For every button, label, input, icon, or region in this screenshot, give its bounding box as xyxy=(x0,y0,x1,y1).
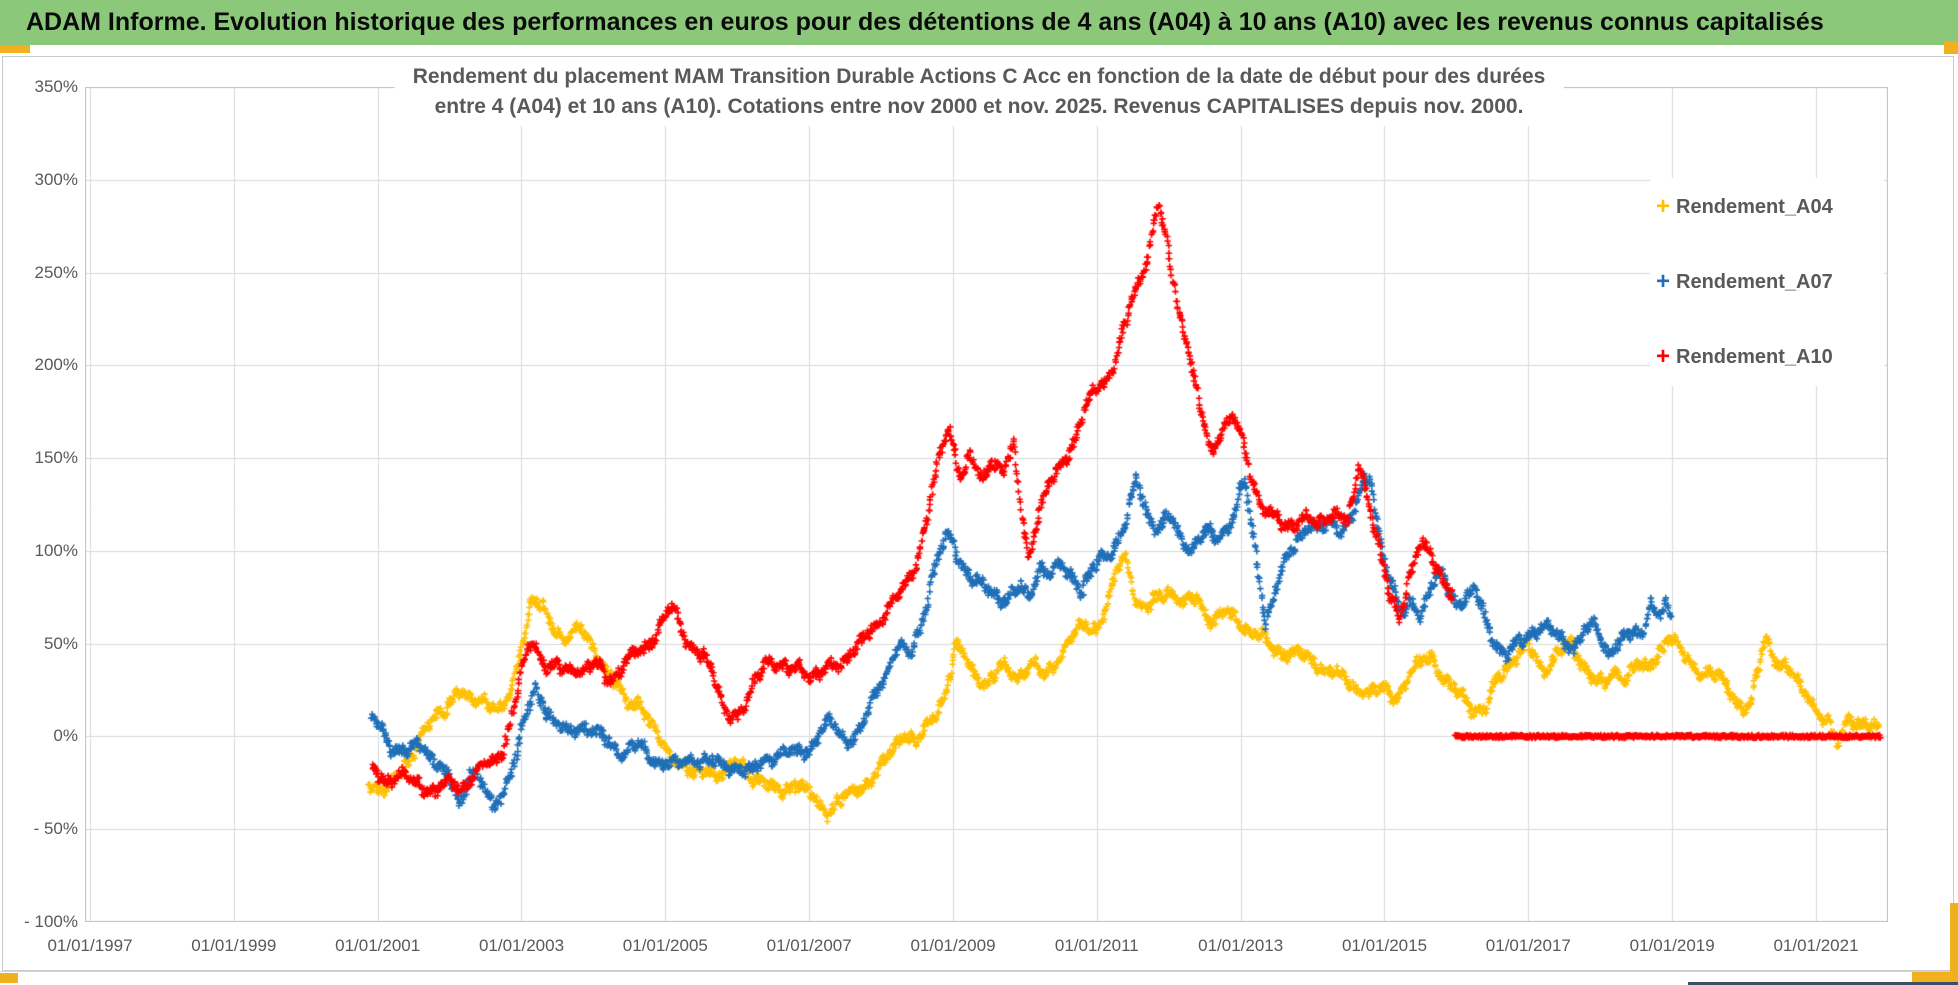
y-tick-label: - 50% xyxy=(33,819,78,839)
x-tick-label: 01/01/2009 xyxy=(910,936,996,955)
legend-item-rendement_a10[interactable]: + Rendement_A10 xyxy=(1650,334,1884,380)
y-tick-label: 100% xyxy=(34,540,78,560)
plot-area-canvas[interactable] xyxy=(85,87,1888,922)
y-tick-label: 150% xyxy=(34,448,78,468)
legend-label: Rendement_A04 xyxy=(1676,195,1833,218)
legend-plus-marker-icon: + xyxy=(1655,193,1670,220)
chart-title-line1: Rendement du placement MAM Transition Du… xyxy=(412,65,1546,88)
x-tick-label: 01/01/2005 xyxy=(622,936,708,955)
selection-handle-bottom-right[interactable] xyxy=(1912,972,1958,983)
x-tick-label: 01/01/2015 xyxy=(1341,936,1428,955)
y-tick-label: 300% xyxy=(34,169,78,189)
x-tick-label: 01/01/2007 xyxy=(766,936,852,955)
x-tick-label: 01/01/1997 xyxy=(47,936,133,955)
chart-title[interactable]: Rendement du placement MAM Transition Du… xyxy=(394,58,1564,126)
legend-item-rendement_a04[interactable]: + Rendement_A04 xyxy=(1650,184,1884,230)
x-tick-label: 01/01/2017 xyxy=(1485,936,1571,955)
selection-handle-right-edge[interactable] xyxy=(1950,903,1958,973)
y-tick-label: 250% xyxy=(34,262,78,282)
x-tick-label: 01/01/2019 xyxy=(1629,936,1715,955)
y-tick-label: - 100% xyxy=(24,912,78,931)
y-tick-label: 200% xyxy=(34,355,78,375)
legend-label: Rendement_A10 xyxy=(1676,345,1833,368)
sheet-header-banner[interactable]: ADAM Informe. Evolution historique des p… xyxy=(0,0,1958,45)
window-edge xyxy=(1688,982,1958,985)
x-tick-label: 01/01/2021 xyxy=(1773,936,1859,955)
y-tick-label: 50% xyxy=(43,633,78,653)
legend-label: Rendement_A07 xyxy=(1676,270,1833,293)
chart-legend[interactable]: + Rendement_A04 + Rendement_A07 + Rendement_A… xyxy=(1650,178,1884,386)
selection-handle-top-right[interactable] xyxy=(1944,41,1958,54)
selection-handle-top-left[interactable] xyxy=(0,45,30,53)
legend-plus-marker-icon: + xyxy=(1655,268,1670,295)
legend-item-rendement_a07[interactable]: + Rendement_A07 xyxy=(1650,259,1884,305)
chart-title-line2: entre 4 (A04) et 10 ans (A10). Cotations… xyxy=(434,95,1524,118)
chart-bottom-border xyxy=(0,971,1958,972)
x-tick-label: 01/01/2013 xyxy=(1198,936,1284,955)
x-tick-label: 01/01/2001 xyxy=(335,936,421,955)
x-tick-label: 01/01/2003 xyxy=(478,936,565,955)
legend-plus-marker-icon: + xyxy=(1655,343,1670,370)
y-tick-label: 0% xyxy=(53,726,78,746)
selection-handle-bottom-left[interactable] xyxy=(0,973,18,983)
y-tick-label: 350% xyxy=(34,77,78,96)
x-tick-label: 01/01/1999 xyxy=(191,936,277,955)
x-tick-label: 01/01/2011 xyxy=(1054,936,1139,955)
